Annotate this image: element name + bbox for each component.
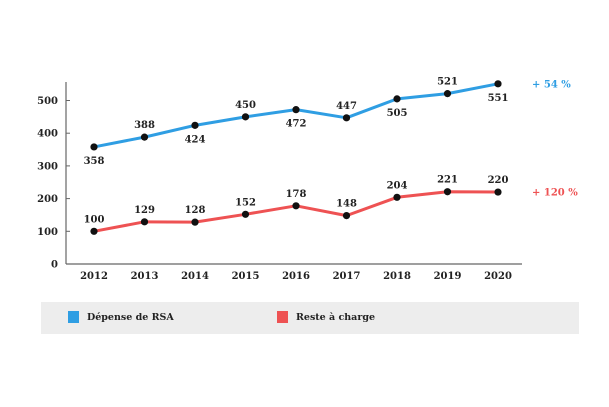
x-tick-label: 2012 (80, 271, 108, 282)
data-label: 521 (437, 77, 458, 88)
data-label: 148 (336, 199, 357, 210)
data-label: 358 (84, 156, 105, 167)
legend-item-reste: Reste à charge (277, 311, 375, 323)
data-point (241, 210, 250, 218)
legend: Dépense de RSA Reste à charge (41, 302, 579, 334)
data-point (140, 218, 149, 226)
series-annotation-1: + 120 % (532, 188, 578, 199)
data-point (90, 227, 98, 235)
data-point (393, 95, 401, 103)
legend-label-reste: Reste à charge (296, 311, 376, 323)
legend-swatch-rsa (68, 311, 79, 323)
data-point (241, 113, 250, 121)
x-tick-label: 2016 (282, 271, 310, 282)
data-label: 447 (336, 101, 357, 112)
data-label: 128 (185, 205, 206, 216)
data-point (191, 218, 199, 226)
legend-item-rsa: Dépense de RSA (68, 311, 174, 323)
data-label: 100 (84, 214, 105, 225)
y-tick-label: 0 (51, 260, 58, 271)
data-label: 388 (134, 120, 155, 131)
data-point (90, 143, 98, 151)
data-label: 129 (134, 205, 155, 216)
x-tick-label: 2017 (333, 271, 361, 282)
data-point (494, 188, 502, 196)
data-label: 450 (235, 100, 256, 111)
data-point (393, 193, 401, 201)
y-tick-label: 400 (37, 129, 58, 140)
data-point (191, 121, 199, 129)
data-point (443, 90, 452, 98)
series-line-0 (93, 82, 499, 149)
x-tick-label: 2020 (484, 271, 512, 282)
y-tick-label: 200 (37, 194, 58, 205)
legend-swatch-reste (277, 311, 288, 323)
x-tick-label: 2013 (131, 271, 159, 282)
data-label: 221 (437, 175, 458, 186)
x-tick-label: 2015 (232, 271, 260, 282)
data-point (292, 106, 300, 114)
x-tick-label: 2014 (181, 271, 209, 282)
data-point (140, 133, 149, 141)
data-label: 424 (185, 134, 206, 145)
legend-label-rsa: Dépense de RSA (87, 311, 174, 323)
data-label: 178 (286, 189, 307, 200)
data-label: 505 (387, 108, 408, 119)
data-point (443, 188, 452, 196)
x-tick-label: 2019 (434, 271, 462, 282)
data-point (292, 202, 300, 210)
series-annotation-0: + 54 % (532, 79, 571, 90)
data-label: 152 (235, 197, 256, 208)
data-point (342, 212, 351, 220)
data-label: 472 (286, 119, 307, 130)
data-label: 551 (488, 93, 509, 104)
data-label: 204 (387, 180, 408, 191)
y-tick-label: 300 (37, 161, 58, 172)
y-tick-label: 100 (37, 227, 58, 238)
data-point (494, 80, 502, 88)
x-tick-label: 2018 (383, 271, 411, 282)
data-label: 220 (488, 175, 509, 186)
y-tick-label: 500 (37, 96, 58, 107)
data-point (342, 114, 351, 122)
